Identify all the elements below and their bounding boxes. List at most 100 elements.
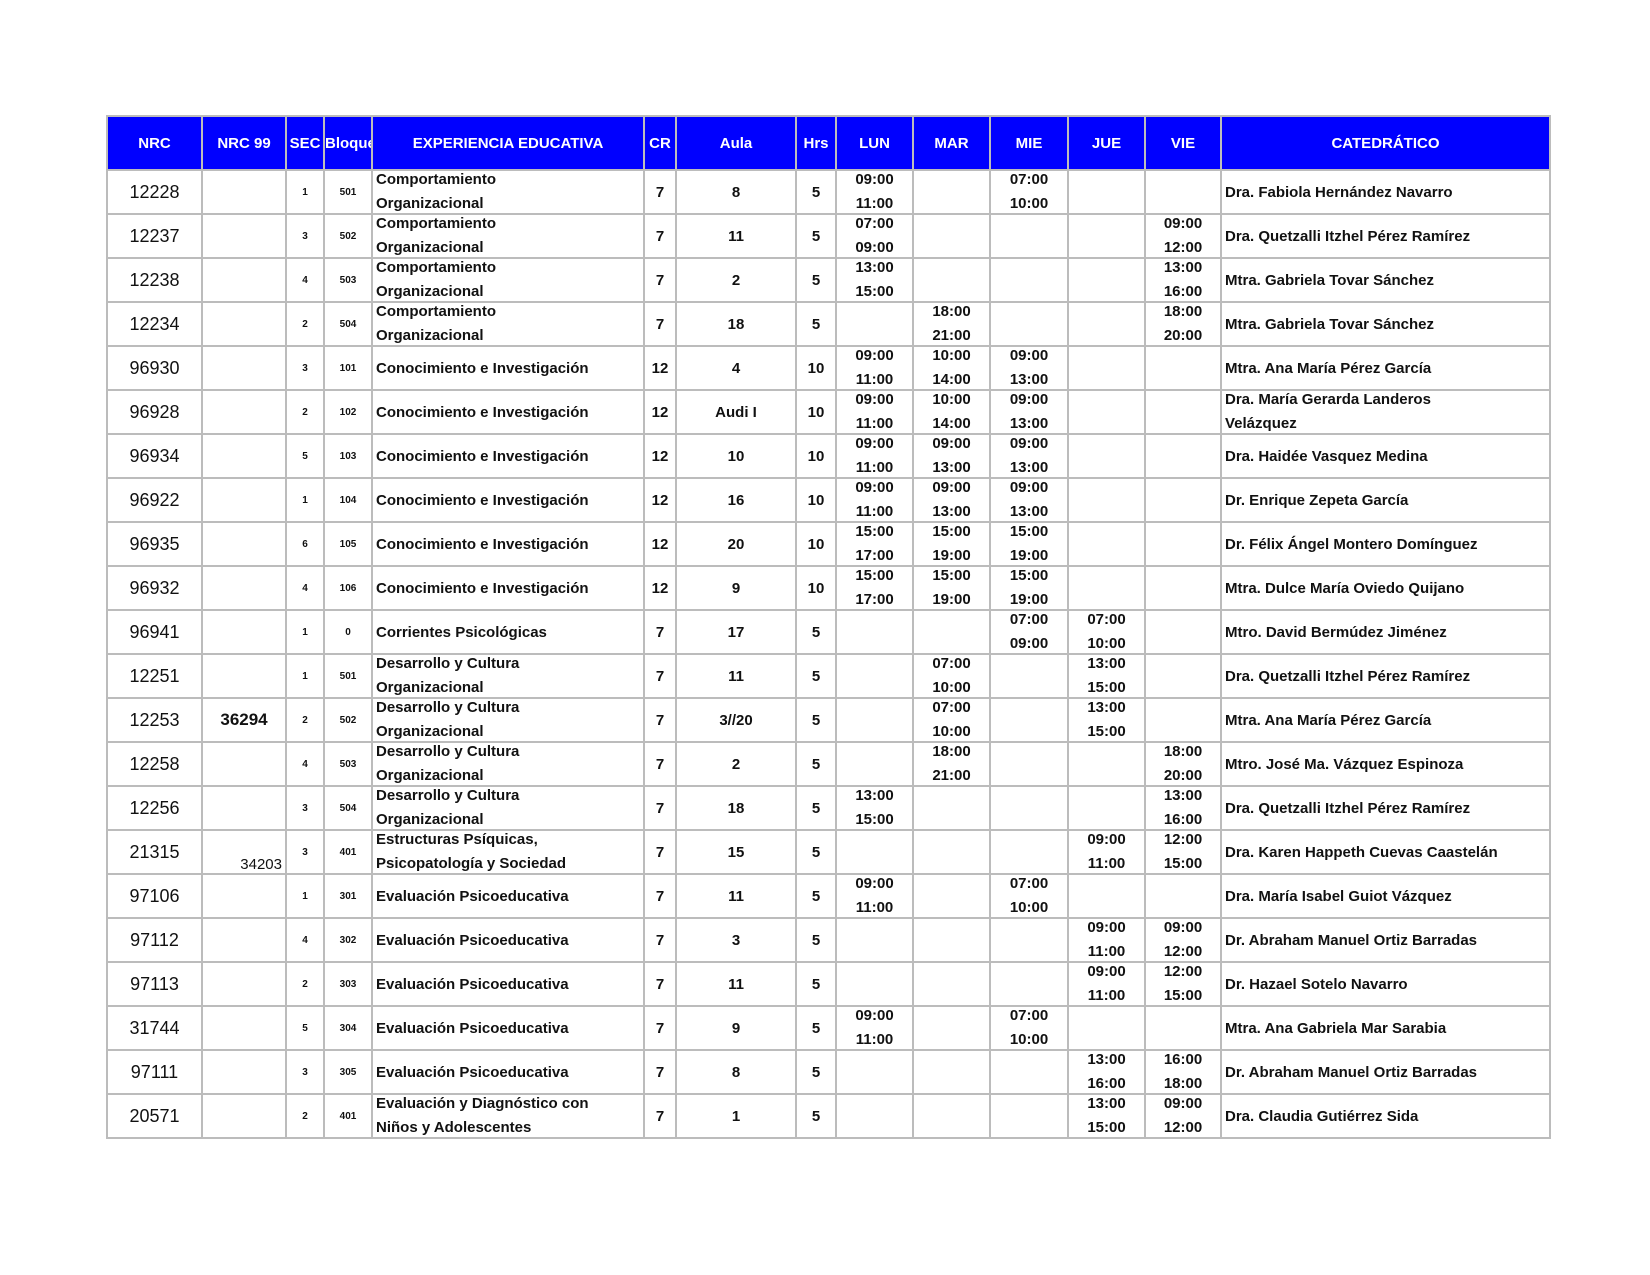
- vie-time-cell: [1144, 169, 1222, 215]
- lun-time-cell: 09:00 11:00: [835, 873, 914, 919]
- nrc-cell: 20571: [106, 1093, 203, 1139]
- vie-time-cell: [1144, 521, 1222, 567]
- mie-time-line: 09:00: [1009, 347, 1049, 364]
- mie-time-line: 15:00: [1009, 523, 1049, 540]
- nrc-cell: 97111: [106, 1049, 203, 1095]
- jue-time-cell: [1067, 521, 1146, 567]
- nrc99-cell: [201, 301, 287, 347]
- table-row: 96932 4 106 Conocimiento e Investigación 12 9…: [106, 565, 1551, 611]
- catedratico-cell: Mtra. Ana Gabriela Mar Sarabia: [1220, 1005, 1551, 1051]
- experiencia-lines: Desarrollo y Cultura Organizacional: [376, 744, 642, 784]
- jue-time-line: 10:00: [1087, 635, 1126, 652]
- sec-cell: 3: [285, 829, 325, 875]
- mie-time-line: 15:00: [1009, 567, 1049, 584]
- mar-time-cell: 09:00 13:00: [912, 477, 991, 523]
- aula-cell: 1: [675, 1093, 797, 1139]
- nrc99-cell: [201, 785, 287, 831]
- lun-time-line: 15:00: [855, 523, 894, 540]
- experiencia-cell: Evaluación Psicoeducativa: [371, 873, 645, 919]
- mie-time-cell: [989, 829, 1069, 875]
- jue-time-lines: 13:00 15:00: [1070, 700, 1143, 740]
- vie-time-cell: 13:00 16:00: [1144, 257, 1222, 303]
- lun-time-cell: 15:00 17:00: [835, 565, 914, 611]
- sec-cell: 4: [285, 741, 325, 787]
- bloque-cell: 503: [323, 741, 373, 787]
- cr-cell: 7: [643, 301, 677, 347]
- experiencia-cell: Desarrollo y Cultura Organizacional: [371, 653, 645, 699]
- mie-time-cell: 09:00 13:00: [989, 433, 1069, 479]
- catedratico-cell: Dra. Claudia Gutiérrez Sida: [1220, 1093, 1551, 1139]
- lun-time-line: 11:00: [855, 195, 894, 212]
- hrs-cell: 5: [795, 609, 837, 655]
- nrc-cell: 12256: [106, 785, 203, 831]
- lun-time-line: 09:00: [855, 875, 894, 892]
- hrs-cell: 10: [795, 565, 837, 611]
- catedratico-cell: Dr. Félix Ángel Montero Domínguez: [1220, 521, 1551, 567]
- hrs-cell: 5: [795, 213, 837, 259]
- mie-time-cell: [989, 301, 1069, 347]
- mar-time-cell: 09:00 13:00: [912, 433, 991, 479]
- cr-cell: 7: [643, 873, 677, 919]
- nrc-cell: 96932: [106, 565, 203, 611]
- catedratico-line: Velázquez: [1225, 415, 1297, 432]
- bloque-cell: 301: [323, 873, 373, 919]
- jue-time-cell: 13:00 15:00: [1067, 697, 1146, 743]
- jue-time-line: 15:00: [1087, 679, 1126, 696]
- mie-time-line: 13:00: [1009, 415, 1049, 432]
- experiencia-cell: Comportamiento Organizacional: [371, 169, 645, 215]
- vie-time-line: 12:00: [1163, 239, 1203, 256]
- experiencia-line: Evaluación y Diagnóstico con: [376, 1095, 589, 1112]
- mie-time-lines: 15:00 19:00: [992, 567, 1066, 608]
- bloque-cell: 0: [323, 609, 373, 655]
- vie-time-cell: [1144, 873, 1222, 919]
- vie-time-line: 12:00: [1163, 831, 1203, 848]
- lun-time-cell: 13:00 15:00: [835, 785, 914, 831]
- nrc99-cell: [201, 741, 287, 787]
- sec-cell: 1: [285, 477, 325, 523]
- vie-time-cell: 18:00 20:00: [1144, 741, 1222, 787]
- experiencia-cell: Conocimiento e Investigación: [371, 565, 645, 611]
- mar-time-cell: [912, 917, 991, 963]
- vie-time-line: 16:00: [1163, 283, 1203, 300]
- experiencia-cell: Comportamiento Organizacional: [371, 301, 645, 347]
- nrc99-cell: [201, 873, 287, 919]
- nrc99-cell: [201, 169, 287, 215]
- vie-time-cell: [1144, 697, 1222, 743]
- mie-time-cell: 09:00 13:00: [989, 345, 1069, 391]
- cr-cell: 7: [643, 213, 677, 259]
- mie-time-line: 09:00: [1009, 391, 1049, 408]
- vie-time-cell: [1144, 477, 1222, 523]
- vie-time-line: 12:00: [1163, 943, 1203, 960]
- experiencia-cell: Desarrollo y Cultura Organizacional: [371, 741, 645, 787]
- catedratico-cell: Dra. Karen Happeth Cuevas Caastelán: [1220, 829, 1551, 875]
- mie-time-cell: 07:00 09:00: [989, 609, 1069, 655]
- bloque-cell: 502: [323, 697, 373, 743]
- mar-time-line: 19:00: [932, 591, 971, 608]
- cr-cell: 7: [643, 609, 677, 655]
- bloque-cell: 104: [323, 477, 373, 523]
- sec-cell: 4: [285, 257, 325, 303]
- experiencia-line: Desarrollo y Cultura: [376, 699, 520, 716]
- table-row: 96930 3 101 Conocimiento e Investigación 12 4…: [106, 345, 1551, 391]
- jue-time-cell: [1067, 213, 1146, 259]
- lun-time-line: 15:00: [855, 567, 894, 584]
- lun-time-line: 09:00: [855, 1007, 894, 1024]
- sec-cell: 6: [285, 521, 325, 567]
- jue-time-cell: [1067, 301, 1146, 347]
- nrc99-cell: 36294: [201, 697, 287, 743]
- lun-time-line: 13:00: [855, 787, 894, 804]
- lun-time-cell: 13:00 15:00: [835, 257, 914, 303]
- lun-time-lines: 15:00 17:00: [838, 523, 911, 564]
- vie-time-cell: 13:00 16:00: [1144, 785, 1222, 831]
- cr-cell: 12: [643, 345, 677, 391]
- aula-cell: 20: [675, 521, 797, 567]
- mar-time-line: 07:00: [932, 655, 971, 672]
- vie-time-cell: 12:00 15:00: [1144, 961, 1222, 1007]
- lun-time-cell: 07:00 09:00: [835, 213, 914, 259]
- lun-time-line: 17:00: [855, 591, 894, 608]
- vie-time-line: 12:00: [1163, 1119, 1203, 1136]
- bloque-cell: 102: [323, 389, 373, 435]
- vie-time-lines: 13:00 16:00: [1147, 788, 1219, 828]
- mie-time-cell: 07:00 10:00: [989, 873, 1069, 919]
- cr-cell: 12: [643, 477, 677, 523]
